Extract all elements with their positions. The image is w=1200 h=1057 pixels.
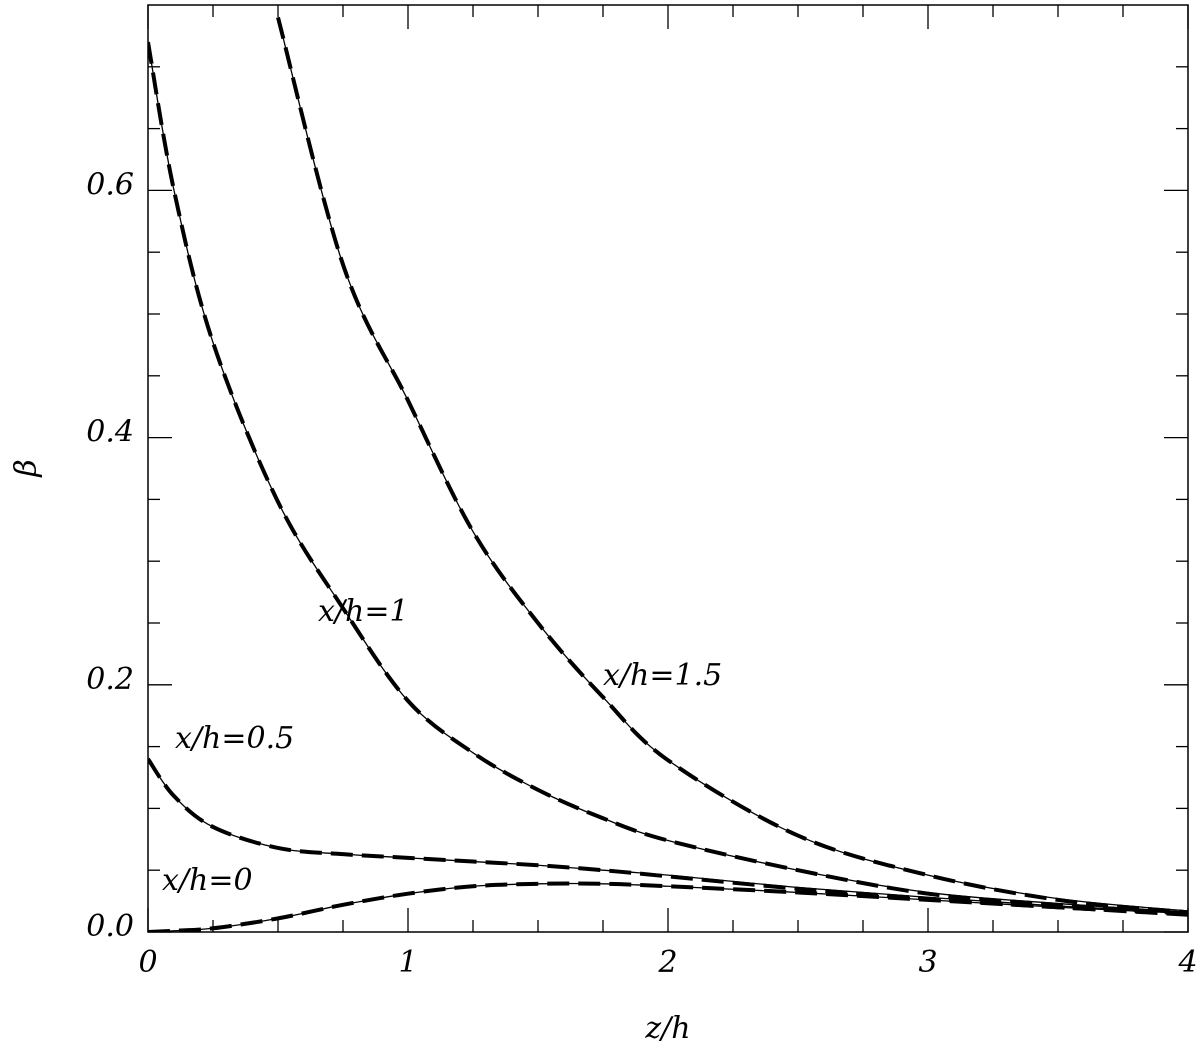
y-tick-label: 0.0	[86, 909, 134, 944]
x-tick-label: 3	[918, 945, 937, 980]
y-tick-label: 0.4	[86, 415, 134, 450]
y-tick-label: 0.6	[86, 167, 134, 202]
x-tick-label: 4	[1177, 945, 1197, 980]
curve-annotation: x/h=0	[162, 863, 253, 898]
series-line	[148, 881, 1188, 932]
x-tick-label: 1	[398, 945, 417, 980]
series-line	[276, 16, 1188, 915]
curve-annotation: x/h=1	[318, 594, 409, 629]
series-line	[148, 758, 1188, 913]
y-tick-label: 0.2	[86, 662, 134, 697]
curve-annotation: x/h=0.5	[175, 721, 294, 756]
series-line	[148, 757, 1188, 916]
x-axis-label: z/h	[644, 1011, 690, 1046]
x-tick-label: 2	[657, 945, 677, 980]
y-axis-label: β	[9, 459, 44, 477]
series-line	[277, 17, 1188, 912]
series-line	[148, 41, 1188, 916]
series-line	[148, 41, 1188, 913]
plot-frame	[147, 4, 1189, 933]
curve-annotation: x/h=1.5	[603, 658, 722, 693]
x-tick-label: 0	[138, 945, 157, 980]
